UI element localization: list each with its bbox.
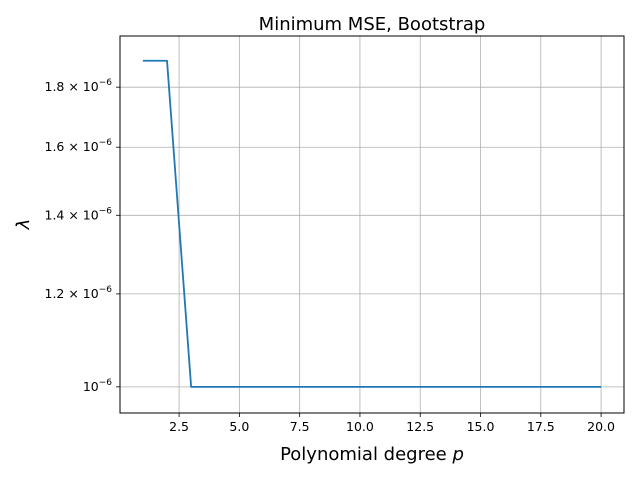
x-axis-label: Polynomial degree p <box>280 444 464 465</box>
x-tick-label: 20.0 <box>587 419 615 434</box>
y-tick-label: 1.8 × 10−6 <box>45 78 113 94</box>
y-axis-label: λ <box>13 219 34 231</box>
y-tick-mantissa: 1.6 × 10 <box>45 139 99 154</box>
grid-lines <box>120 36 624 413</box>
x-axis-label-text: Polynomial degree <box>280 444 452 465</box>
x-tick-label: 5.0 <box>229 419 249 434</box>
y-axis: 10−61.2 × 10−61.4 × 10−61.6 × 10−61.8 × … <box>45 78 120 394</box>
y-tick-exponent: −6 <box>99 78 113 88</box>
y-tick-exponent: −6 <box>99 378 113 388</box>
x-tick-label: 7.5 <box>290 419 310 434</box>
y-tick-base: 10 <box>83 379 99 394</box>
plot-frame <box>119 35 625 414</box>
x-tick-label: 17.5 <box>527 419 555 434</box>
x-tick-label: 2.5 <box>169 419 189 434</box>
y-tick-label: 1.6 × 10−6 <box>45 138 113 154</box>
y-tick-mantissa: 1.4 × 10 <box>45 207 99 222</box>
y-tick-label: 1.2 × 10−6 <box>45 285 113 301</box>
chart-title: Minimum MSE, Bootstrap <box>259 14 486 35</box>
series-layer <box>142 59 602 388</box>
y-tick-exponent: −6 <box>99 285 113 295</box>
x-axis-label-variable: p <box>451 444 463 465</box>
y-tick-exponent: −6 <box>99 138 113 148</box>
x-tick-label: 15.0 <box>467 419 495 434</box>
x-tick-label: 12.5 <box>406 419 434 434</box>
y-tick-label: 10−6 <box>83 378 112 394</box>
x-tick-label: 10.0 <box>346 419 374 434</box>
x-axis: 2.5 5.0 7.5 10.0 12.5 15.0 17.5 20.0 <box>169 413 615 434</box>
y-tick-mantissa: 1.2 × 10 <box>45 286 99 301</box>
y-tick-label: 1.4 × 10−6 <box>45 206 113 222</box>
series-line <box>142 59 602 388</box>
y-tick-exponent: −6 <box>99 206 113 216</box>
y-tick-mantissa: 1.8 × 10 <box>45 79 99 94</box>
